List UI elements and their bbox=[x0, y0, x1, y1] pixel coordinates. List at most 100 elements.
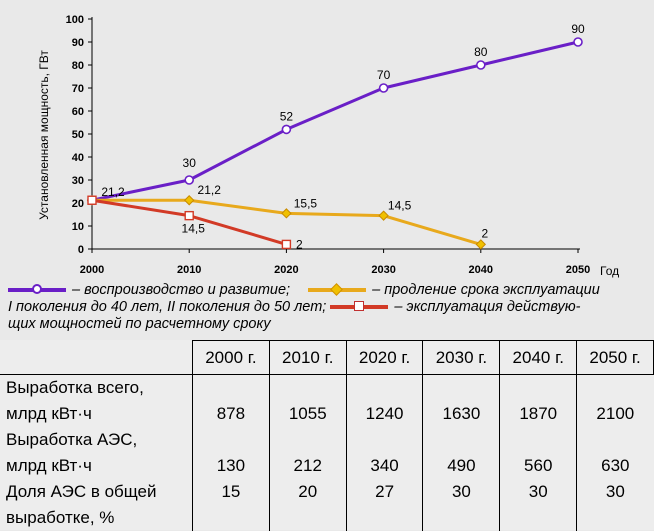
data-point bbox=[87, 195, 97, 205]
data-point bbox=[475, 239, 487, 250]
table-header-cell: 2050 г. bbox=[576, 340, 654, 375]
x-tick-label: 2050 bbox=[566, 264, 590, 276]
legend-label-current: – эксплуатация действую- bbox=[394, 299, 581, 315]
row-label: Доля АЭС в общей bbox=[6, 482, 157, 501]
table-cell: 30 bbox=[499, 479, 577, 505]
x-tick-label: 2000 bbox=[80, 264, 104, 276]
y-tick-label: 10 bbox=[72, 221, 84, 233]
legend-symbol-orange bbox=[308, 283, 367, 297]
y-tick-label: 20 bbox=[72, 198, 84, 210]
table-row: выработке, % bbox=[0, 505, 654, 531]
data-label: 2 bbox=[296, 237, 303, 251]
table-cell: 2100 bbox=[576, 401, 654, 427]
table-row: млрд кВт·ч 130 212 340 490 560 630 bbox=[0, 453, 654, 479]
data-label: 21,2 bbox=[101, 185, 125, 199]
table-cell: 1240 bbox=[345, 401, 423, 427]
data-point bbox=[475, 60, 486, 70]
y-tick-label: 40 bbox=[72, 152, 84, 164]
data-label: 2 bbox=[481, 226, 488, 240]
chart-legend: – воспроизводство и развитие; – продлени… bbox=[8, 282, 648, 333]
y-tick-label: 80 bbox=[72, 60, 84, 72]
table-cell: 30 bbox=[422, 479, 500, 505]
table-cell: 1870 bbox=[499, 401, 577, 427]
data-label: 14,5 bbox=[388, 199, 412, 213]
series-line bbox=[91, 40, 579, 202]
data-point bbox=[281, 124, 292, 135]
data-point bbox=[378, 210, 389, 221]
data-label: 14,5 bbox=[182, 222, 206, 236]
y-tick-label: 0 bbox=[78, 244, 84, 256]
legend-label-extension-cont: I поколения до 40 лет, II поколения до 5… bbox=[8, 299, 327, 315]
y-tick-label: 70 bbox=[72, 83, 84, 95]
x-tick-label: 2040 bbox=[469, 264, 493, 276]
data-point bbox=[378, 83, 389, 93]
data-point bbox=[281, 208, 292, 219]
table-cell: 212 bbox=[268, 453, 347, 479]
table-cell: 1630 bbox=[422, 401, 500, 427]
y-tick-label: 90 bbox=[72, 37, 84, 49]
legend-label-development: – воспроизводство и развитие; bbox=[72, 282, 291, 298]
table-header-cell: 2040 г. bbox=[499, 340, 578, 375]
table-cell: 560 bbox=[499, 453, 577, 479]
data-point bbox=[573, 37, 583, 47]
table-row: Выработка АЭС, bbox=[0, 427, 654, 453]
legend-line-1: – воспроизводство и развитие; – продлени… bbox=[8, 282, 648, 299]
legend-symbol-red bbox=[330, 301, 389, 313]
y-axis-label: Установленная мощность, ГВт bbox=[37, 50, 51, 220]
chart-series: 30 52 70 80 90 21,2 21,2 15,5 14,5 2 14,5 2 bbox=[86, 22, 585, 251]
row-label-unit: млрд кВт·ч bbox=[6, 456, 92, 475]
table-cell: 30 bbox=[576, 479, 654, 505]
x-tick-label: 2020 bbox=[274, 264, 298, 276]
table-cell: 27 bbox=[345, 479, 423, 505]
table-header-cell: 2020 г. bbox=[345, 340, 424, 375]
legend-symbol-purple bbox=[8, 284, 66, 296]
table-cell: 630 bbox=[576, 453, 654, 479]
table-corner bbox=[0, 340, 193, 375]
data-point bbox=[183, 195, 195, 206]
table-cell: 1055 bbox=[268, 401, 347, 427]
x-axis-label: Год bbox=[600, 264, 619, 278]
data-label: 30 bbox=[183, 156, 197, 170]
x-tick-label: 2030 bbox=[371, 264, 395, 276]
y-tick-label: 30 bbox=[72, 175, 84, 187]
output-table-wrap: 2000 г. 2010 г. 2020 г. 2030 г. 2040 г. … bbox=[0, 340, 654, 531]
data-point bbox=[281, 239, 292, 250]
output-table: 2000 г. 2010 г. 2020 г. 2030 г. 2040 г. … bbox=[0, 340, 654, 531]
legend-line-2: I поколения до 40 лет, II поколения до 5… bbox=[8, 299, 648, 316]
x-tick-label: 2010 bbox=[177, 264, 201, 276]
row-label-unit: выработке, % bbox=[6, 508, 115, 527]
table-row: Выработка всего, bbox=[0, 374, 654, 401]
table-row: Доля АЭС в общей 15 20 27 30 30 30 bbox=[0, 479, 654, 505]
legend-line-3: щих мощностей по расчетному сроку bbox=[8, 316, 648, 333]
row-label: Выработка АЭС, bbox=[6, 430, 138, 449]
table-header-cell: 2010 г. bbox=[268, 340, 347, 375]
table-cell: 340 bbox=[345, 453, 423, 479]
table-cell: 20 bbox=[268, 479, 347, 505]
table-header-row: 2000 г. 2010 г. 2020 г. 2030 г. 2040 г. … bbox=[0, 340, 654, 375]
data-label: 21,2 bbox=[198, 183, 222, 197]
row-label-unit: млрд кВт·ч bbox=[6, 404, 92, 423]
y-tick-label: 50 bbox=[72, 129, 84, 141]
table-cell: 130 bbox=[192, 453, 270, 479]
row-label: Выработка всего, bbox=[6, 378, 144, 397]
data-label: 80 bbox=[474, 45, 488, 59]
data-label: 15,5 bbox=[294, 196, 318, 210]
table-cell: 490 bbox=[422, 453, 500, 479]
data-label: 90 bbox=[571, 22, 585, 36]
y-tick-label: 60 bbox=[72, 106, 84, 118]
table-header-cell: 2030 г. bbox=[422, 340, 501, 375]
table-cell: 878 bbox=[192, 401, 270, 427]
series-line bbox=[92, 198, 482, 246]
table-header-cell: 2000 г. bbox=[192, 340, 270, 375]
table-row: млрд кВт·ч 878 1055 1240 1630 1870 2100 bbox=[0, 401, 654, 427]
data-point bbox=[184, 210, 194, 221]
data-label: 70 bbox=[377, 68, 391, 82]
y-tick-label: 100 bbox=[66, 14, 84, 26]
data-point bbox=[184, 175, 194, 185]
legend-label-extension: – продление срока эксплуатации bbox=[372, 282, 600, 298]
legend-label-current-cont: щих мощностей по расчетному сроку bbox=[8, 316, 271, 332]
data-label: 52 bbox=[280, 109, 294, 123]
table-cell: 15 bbox=[192, 479, 270, 505]
